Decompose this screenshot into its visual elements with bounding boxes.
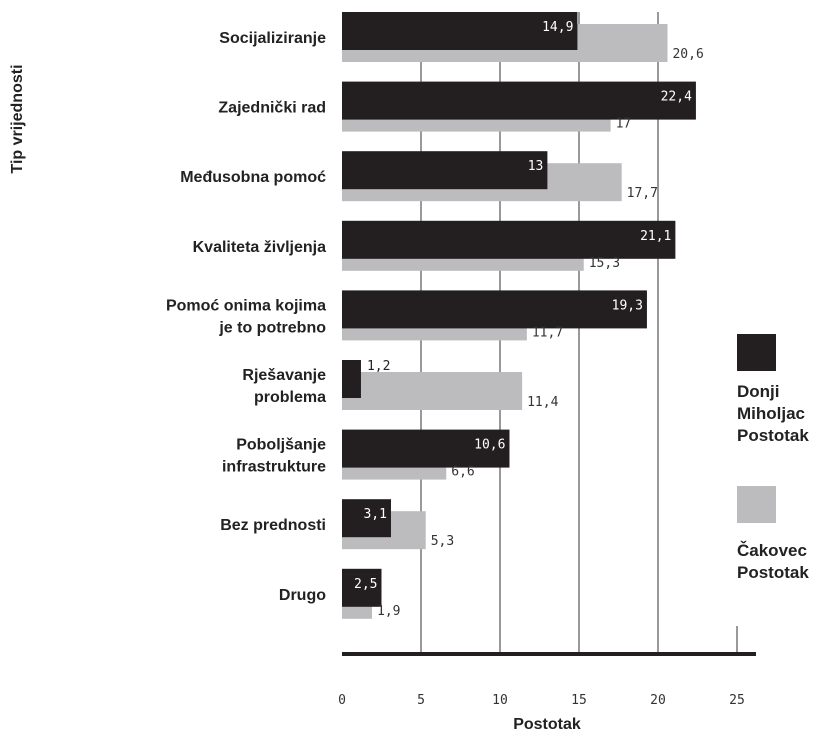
x-axis-title: Postotak — [513, 716, 581, 733]
y-axis-title: Tip vrijednosti — [9, 64, 26, 173]
data-label-cakovec: 15,3 — [589, 256, 620, 271]
category-label: je to potrebno — [218, 319, 326, 336]
data-label-cakovec: 11,4 — [527, 395, 558, 410]
data-label-donji-miholjac: 2,5 — [354, 577, 377, 592]
legend: Donji Miholjac Postotak Čakovec Postotak — [737, 334, 809, 582]
category-label: Socijaliziranje — [219, 30, 326, 47]
data-label-cakovec: 17,7 — [627, 186, 658, 201]
category-label: Bez prednosti — [220, 517, 326, 534]
category-label: Kvaliteta življenja — [193, 239, 326, 256]
category-label: Međusobna pomoć — [180, 169, 326, 186]
category-label: Poboljšanje — [236, 437, 326, 454]
data-label-cakovec: 11,7 — [532, 325, 563, 340]
legend-label: Postotak — [737, 426, 809, 445]
x-tick-labels: 0 5 10 15 20 25 — [338, 693, 745, 708]
legend-swatch — [737, 486, 776, 523]
data-label-donji-miholjac: 22,4 — [661, 90, 692, 105]
x-tick-label: 0 — [338, 693, 346, 708]
legend-label: Postotak — [737, 563, 809, 582]
data-label-donji-miholjac: 10,6 — [474, 438, 505, 453]
data-label-cakovec: 20,6 — [672, 47, 703, 62]
x-tick-label: 15 — [571, 693, 587, 708]
x-tick-label: 5 — [417, 693, 425, 708]
bar-donji-miholjac — [342, 12, 578, 50]
data-label-donji-miholjac: 19,3 — [612, 298, 643, 313]
category-label: infrastrukture — [222, 459, 326, 476]
bar-donji-miholjac — [342, 429, 510, 468]
bar-donji-miholjac — [342, 360, 361, 398]
category-label: Rješavanje — [242, 367, 326, 384]
data-label-donji-miholjac: 3,1 — [363, 507, 386, 522]
bar-donji-miholjac — [342, 151, 548, 190]
bar-cakovec — [342, 372, 523, 410]
data-labels: 14,9 20,6 22,4 17 13 17,7 21,1 15,3 19,3 11,7 1,2 1… — [354, 20, 704, 619]
data-label-cakovec: 5,3 — [431, 534, 454, 549]
data-label-cakovec: 1,9 — [377, 604, 400, 619]
x-tick-label: 20 — [650, 693, 666, 708]
data-label-donji-miholjac: 21,1 — [640, 229, 671, 244]
data-label-cakovec: 17 — [616, 117, 632, 132]
bar-donji-miholjac — [342, 220, 676, 259]
bar-donji-miholjac — [342, 499, 391, 538]
data-label-donji-miholjac: 13 — [528, 159, 544, 174]
category-label: problema — [254, 389, 326, 406]
data-label-cakovec: 6,6 — [451, 465, 474, 480]
category-label: Pomoć onima kojima — [166, 297, 326, 314]
bar-donji-miholjac — [342, 568, 382, 607]
bar-donji-miholjac — [342, 290, 647, 329]
category-label: Zajednički rad — [218, 100, 326, 117]
legend-swatch — [737, 334, 776, 371]
legend-label: Miholjac — [737, 404, 805, 423]
bars — [342, 12, 696, 619]
legend-label: Čakovec — [737, 541, 807, 560]
data-label-donji-miholjac: 1,2 — [367, 359, 390, 374]
data-label-donji-miholjac: 14,9 — [542, 20, 573, 35]
x-tick-label: 25 — [729, 693, 745, 708]
bar-donji-miholjac — [342, 81, 696, 120]
legend-label: Donji — [737, 382, 780, 401]
category-label: Drugo — [279, 587, 326, 604]
x-tick-label: 10 — [492, 693, 508, 708]
category-labels: Socijaliziranje Zajednički rad Međusobna p… — [166, 30, 326, 604]
